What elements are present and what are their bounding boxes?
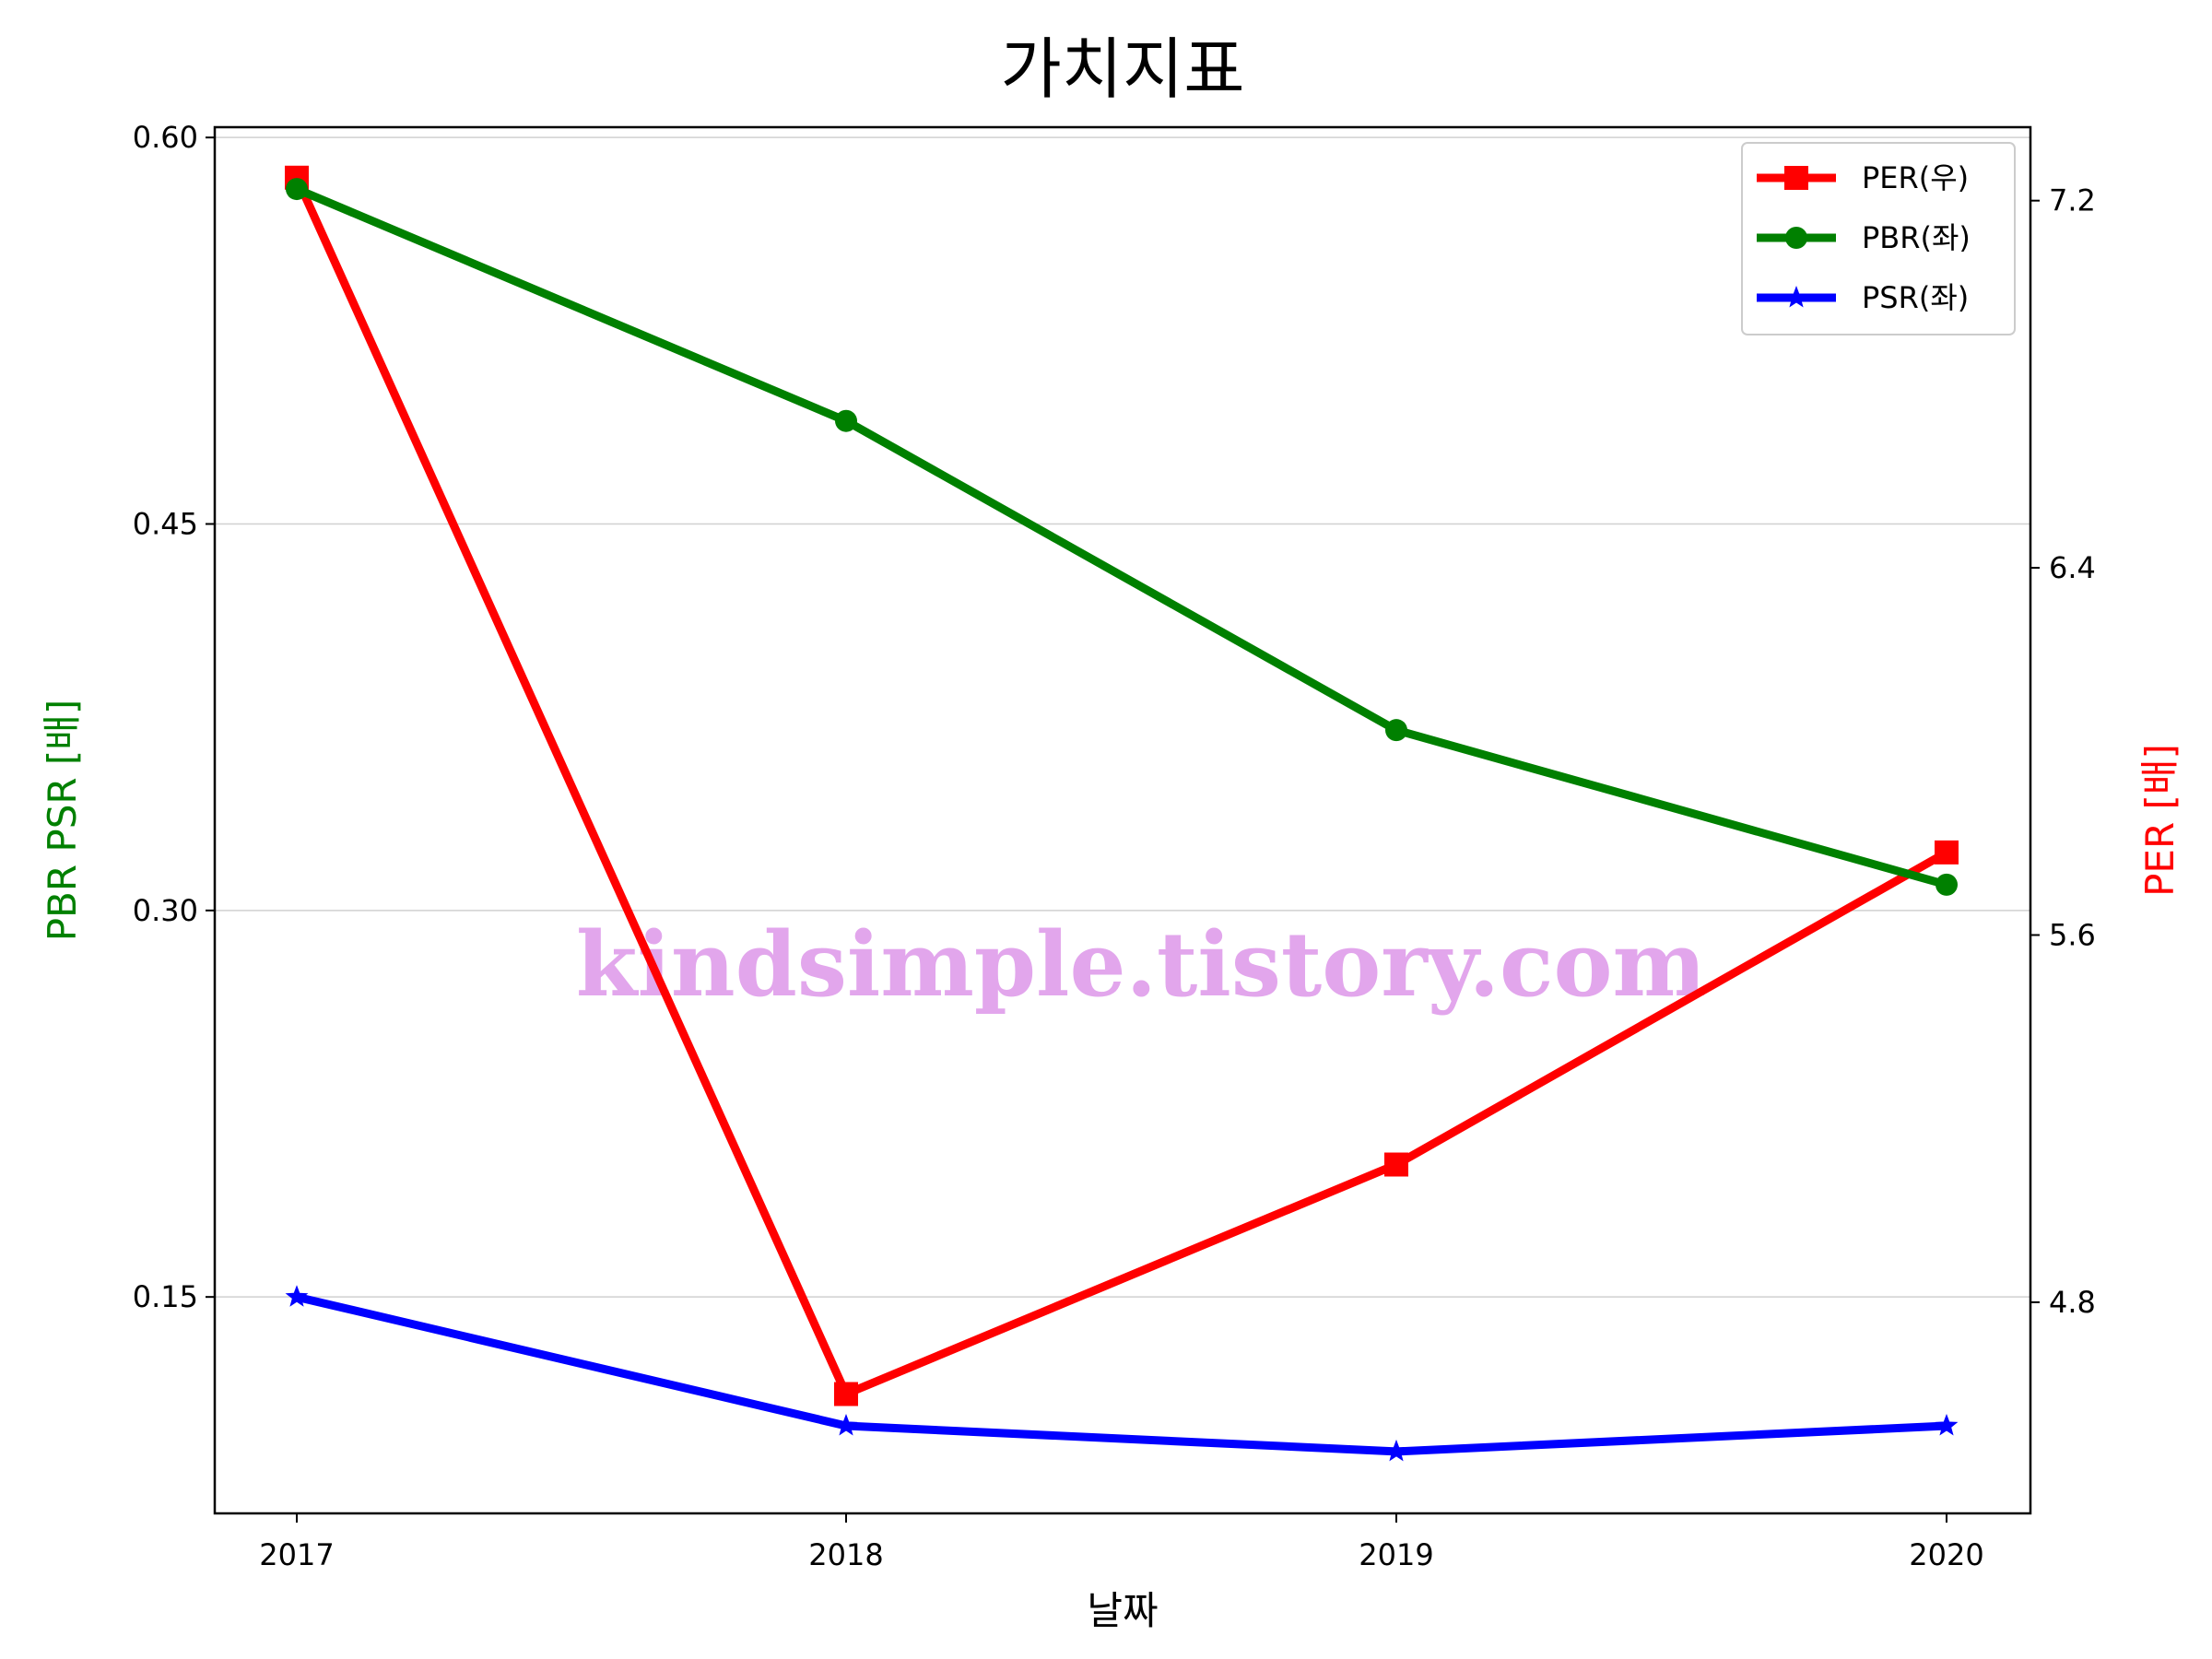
legend-marker-pbr xyxy=(1785,227,1807,249)
x-tick-label: 2020 xyxy=(1909,1537,1983,1572)
left-tick-label: 0.45 xyxy=(133,507,198,542)
legend-marker-psr xyxy=(1784,286,1808,308)
data-point-pbr xyxy=(835,409,857,432)
data-point-psr xyxy=(285,1285,309,1307)
series-psr xyxy=(285,1285,1959,1462)
data-point-pbr xyxy=(1385,719,1407,742)
x-axis: 2017 2018 2019 2020 xyxy=(259,1513,1984,1572)
data-point-pbr xyxy=(286,178,308,201)
legend-marker-per xyxy=(1784,166,1808,190)
data-point-psr xyxy=(1935,1414,1959,1436)
series-per xyxy=(285,165,1959,1406)
right-tick-label: 4.8 xyxy=(2049,1285,2096,1320)
left-tick-label: 0.30 xyxy=(133,893,198,928)
data-point-per xyxy=(1935,840,1959,865)
data-point-per xyxy=(834,1382,858,1406)
data-point-psr xyxy=(834,1414,858,1436)
series-line-psr xyxy=(295,1292,1947,1456)
legend-label-per: PER(우) xyxy=(1862,160,1969,195)
legend-label-pbr: PBR(좌) xyxy=(1862,220,1971,255)
right-tick-label: 5.6 xyxy=(2049,918,2096,953)
right-tick-label: 6.4 xyxy=(2049,550,2096,585)
x-tick-label: 2018 xyxy=(808,1537,883,1572)
series-pbr xyxy=(286,178,1958,896)
legend: PER(우) PBR(좌) PSR(좌) xyxy=(1741,142,2016,335)
left-y-axis-label: PBR PSR [배] xyxy=(40,700,85,942)
legend-box xyxy=(1741,142,2016,335)
grid xyxy=(215,136,2030,1298)
left-tick-label: 0.15 xyxy=(133,1279,198,1314)
right-tick-label: 7.2 xyxy=(2049,183,2096,218)
left-y-axis: 0.15 0.30 0.45 0.60 xyxy=(133,120,215,1314)
data-point-psr xyxy=(1384,1439,1408,1462)
x-tick-label: 2019 xyxy=(1359,1537,1433,1572)
legend-label-psr: PSR(좌) xyxy=(1862,280,1969,315)
x-tick-label: 2017 xyxy=(259,1537,334,1572)
right-y-axis-label: PER [배] xyxy=(2137,744,2183,897)
left-tick-label: 0.60 xyxy=(133,120,198,155)
series-layer xyxy=(285,165,1959,1462)
watermark: kindsimple.tistory.com xyxy=(576,912,1706,1017)
series-line-pbr xyxy=(295,184,1948,889)
right-y-axis: 4.8 5.6 6.4 7.2 xyxy=(2030,183,2096,1320)
chart-title: 가치지표 xyxy=(1001,30,1245,108)
x-axis-label: 날짜 xyxy=(1087,1588,1158,1633)
data-point-per xyxy=(1384,1152,1408,1177)
plot-frame xyxy=(213,125,2032,1515)
data-point-pbr xyxy=(1936,873,1958,896)
series-line-per xyxy=(292,175,1949,1398)
